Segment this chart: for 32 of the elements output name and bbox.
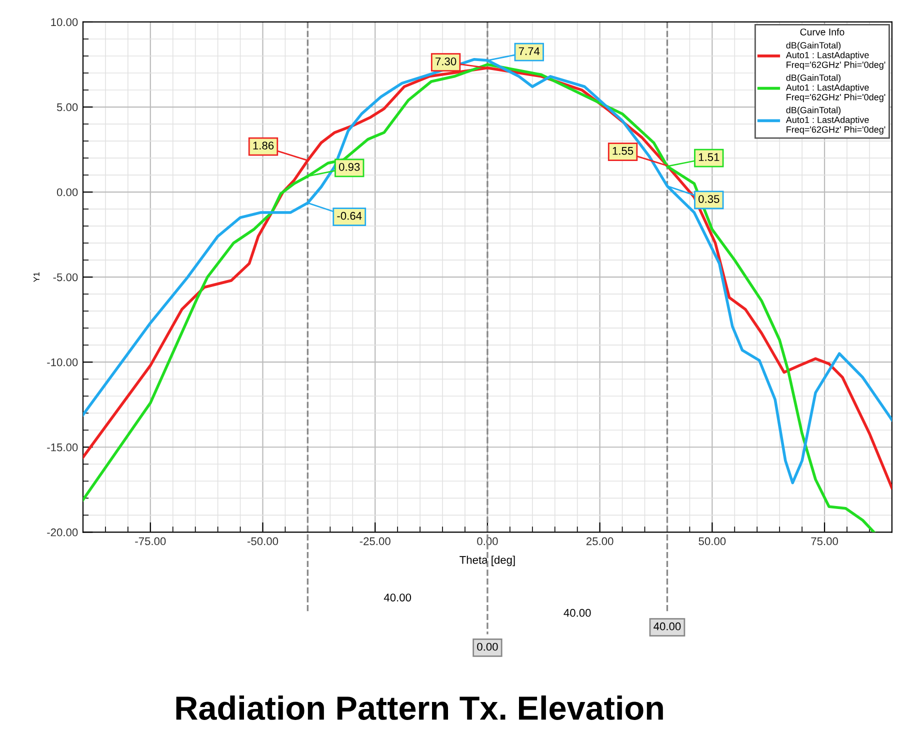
x-tick-label: 75.00: [811, 537, 838, 546]
y-tick-label: -20.00: [47, 528, 78, 536]
ref-line-label: 40.00: [654, 622, 681, 630]
y-tick-label: 10.00: [51, 18, 78, 26]
legend-label: dB(GainTotal) Auto1 : LastAdaptive Freq='62GHz' Phi='0deg': [786, 74, 886, 102]
x-axis-title: Theta [deg]: [460, 556, 515, 566]
x-tick-label: -50.00: [248, 537, 278, 546]
x-tick-label: 25.00: [586, 537, 614, 546]
ref-line-label: 0.00: [477, 642, 498, 651]
text: 40.00: [384, 594, 412, 602]
annotation: 7.74: [518, 47, 540, 55]
legend-title: Curve Info: [800, 28, 844, 36]
x-tick-label: -25.00: [360, 537, 390, 546]
y-axis-title: Y1: [34, 272, 40, 282]
y-tick-label: 5.00: [56, 103, 78, 112]
legend-label: dB(GainTotal) Auto1 : LastAdaptive Freq='62GHz' Phi='0deg': [786, 106, 886, 135]
annotation: -0.64: [337, 212, 362, 220]
x-tick-label: 50.00: [698, 537, 726, 546]
y-tick-label: -15.00: [47, 443, 78, 452]
annotation: 0.93: [338, 163, 360, 171]
annotation: 7.30: [436, 57, 456, 66]
x-tick-label: -75.00: [135, 537, 166, 546]
annotation: 0.35: [698, 195, 720, 203]
annotation: 1.86: [253, 142, 274, 150]
y-tick-label: -5.00: [53, 273, 78, 282]
text: Radiation Pattern Tx. Elevation: [176, 695, 663, 720]
y-tick-label: -10.00: [47, 358, 78, 366]
text: 40.00: [564, 608, 591, 617]
annotation: 1.51: [698, 153, 720, 162]
legend-label: dB(GainTotal) Auto1 : LastAdaptive Freq='62GHz' Phi='0deg': [786, 42, 886, 70]
y-tick-label: 0.00: [56, 188, 78, 196]
annotation: 1.55: [612, 147, 634, 155]
